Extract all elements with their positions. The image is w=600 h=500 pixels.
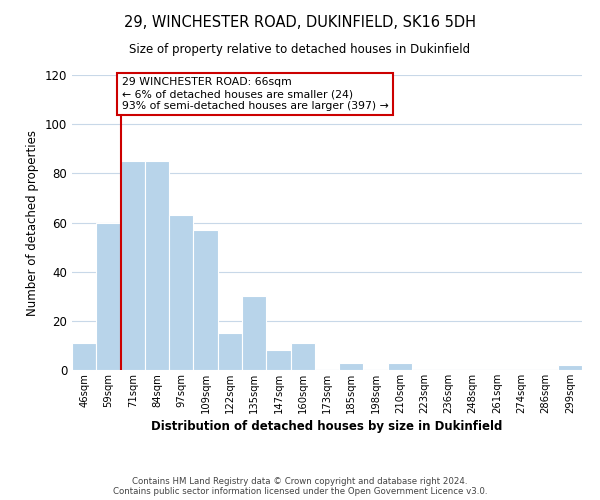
Bar — [145, 161, 169, 370]
Bar — [242, 296, 266, 370]
Text: Contains public sector information licensed under the Open Government Licence v3: Contains public sector information licen… — [113, 487, 487, 496]
Text: Contains HM Land Registry data © Crown copyright and database right 2024.: Contains HM Land Registry data © Crown c… — [132, 477, 468, 486]
Text: Size of property relative to detached houses in Dukinfield: Size of property relative to detached ho… — [130, 42, 470, 56]
Y-axis label: Number of detached properties: Number of detached properties — [26, 130, 39, 316]
Bar — [169, 215, 193, 370]
Bar — [96, 222, 121, 370]
Bar — [218, 333, 242, 370]
Text: 29 WINCHESTER ROAD: 66sqm
← 6% of detached houses are smaller (24)
93% of semi-d: 29 WINCHESTER ROAD: 66sqm ← 6% of detach… — [122, 78, 389, 110]
X-axis label: Distribution of detached houses by size in Dukinfield: Distribution of detached houses by size … — [151, 420, 503, 433]
Bar — [290, 343, 315, 370]
Bar — [388, 362, 412, 370]
Bar — [193, 230, 218, 370]
Bar — [121, 161, 145, 370]
Bar — [558, 365, 582, 370]
Bar — [339, 362, 364, 370]
Bar — [266, 350, 290, 370]
Bar — [72, 343, 96, 370]
Text: 29, WINCHESTER ROAD, DUKINFIELD, SK16 5DH: 29, WINCHESTER ROAD, DUKINFIELD, SK16 5D… — [124, 15, 476, 30]
